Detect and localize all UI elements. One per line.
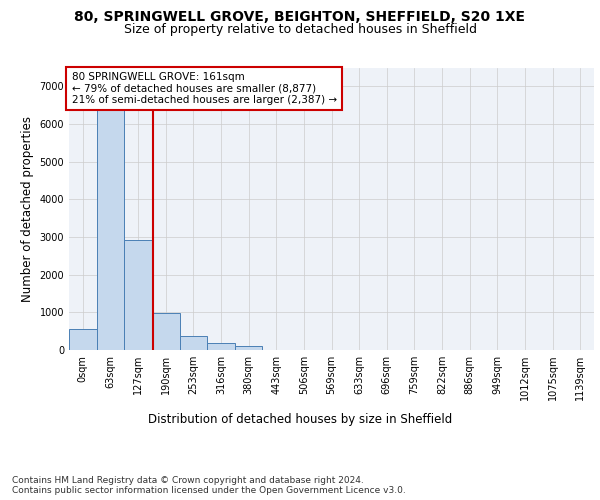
- Bar: [152, 312, 179, 350]
- Text: 80, SPRINGWELL GROVE, BEIGHTON, SHEFFIELD, S20 1XE: 80, SPRINGWELL GROVE, BEIGHTON, SHEFFIEL…: [74, 10, 526, 24]
- Text: 80 SPRINGWELL GROVE: 161sqm
← 79% of detached houses are smaller (8,877)
21% of : 80 SPRINGWELL GROVE: 161sqm ← 79% of det…: [71, 72, 337, 105]
- Y-axis label: Number of detached properties: Number of detached properties: [21, 116, 34, 302]
- Bar: [124, 240, 152, 350]
- Bar: [69, 329, 97, 350]
- Bar: [235, 346, 262, 350]
- Text: Distribution of detached houses by size in Sheffield: Distribution of detached houses by size …: [148, 412, 452, 426]
- Bar: [179, 336, 207, 350]
- Text: Size of property relative to detached houses in Sheffield: Size of property relative to detached ho…: [124, 22, 476, 36]
- Bar: [97, 108, 124, 350]
- Text: Contains HM Land Registry data © Crown copyright and database right 2024.
Contai: Contains HM Land Registry data © Crown c…: [12, 476, 406, 495]
- Bar: [207, 344, 235, 350]
